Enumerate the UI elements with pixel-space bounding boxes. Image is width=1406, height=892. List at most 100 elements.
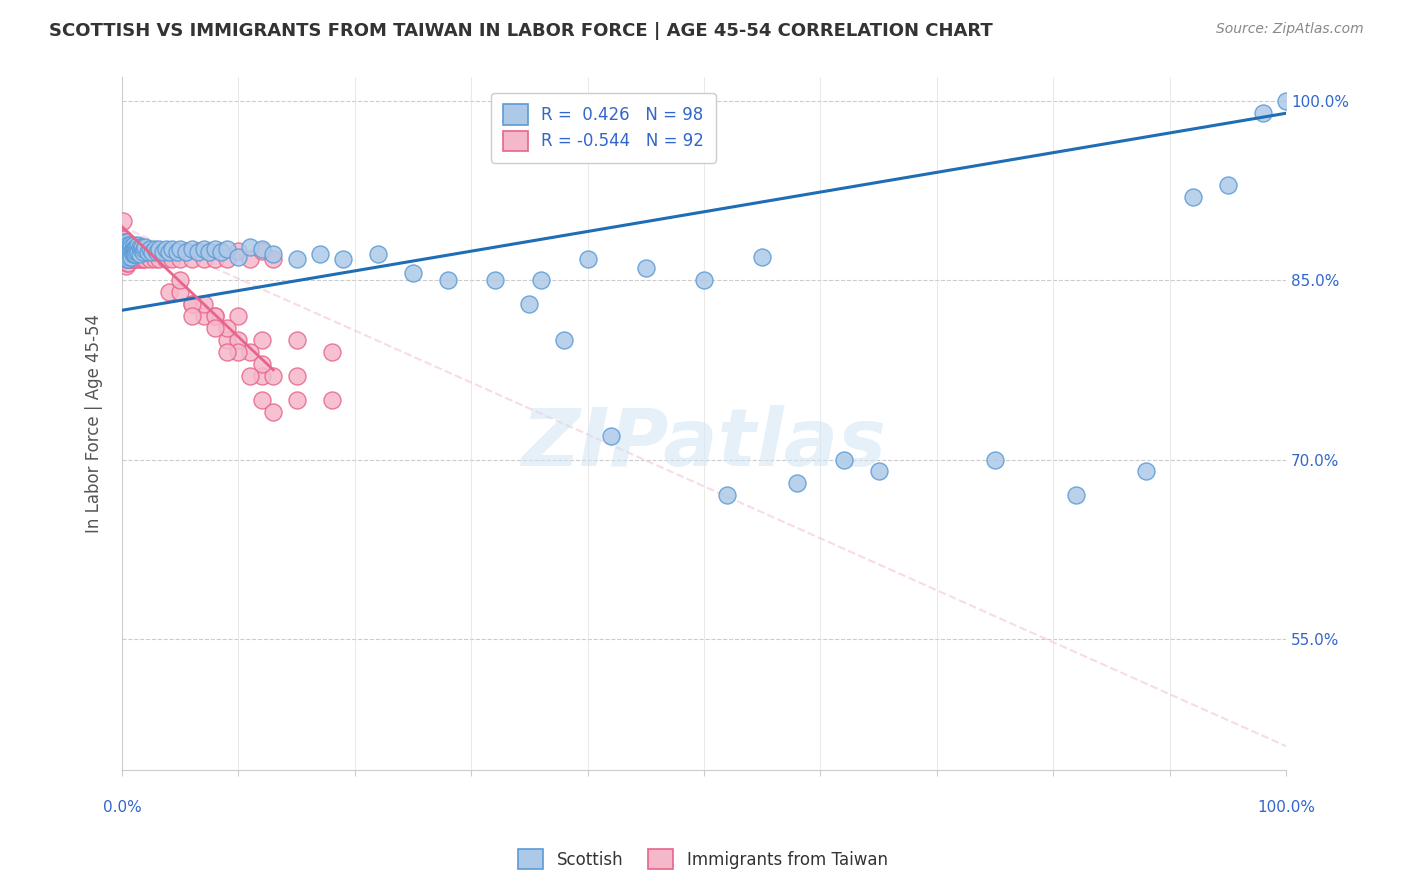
Point bbox=[180, 252, 202, 266]
Point bbox=[262, 368, 284, 383]
Point bbox=[121, 244, 143, 258]
Point bbox=[127, 237, 149, 252]
Point bbox=[215, 243, 238, 257]
Point bbox=[250, 368, 273, 383]
Point bbox=[209, 244, 232, 258]
Point bbox=[115, 240, 138, 254]
Point bbox=[129, 252, 152, 266]
Point bbox=[204, 243, 226, 257]
Point bbox=[228, 333, 250, 347]
Point bbox=[117, 237, 139, 252]
Point bbox=[114, 252, 136, 266]
Point bbox=[228, 310, 250, 324]
Point bbox=[157, 244, 180, 258]
Point bbox=[139, 243, 162, 257]
Point bbox=[112, 244, 135, 258]
Point bbox=[124, 244, 146, 258]
Point bbox=[402, 266, 425, 280]
Point bbox=[136, 244, 159, 258]
Text: 100.0%: 100.0% bbox=[1257, 800, 1315, 814]
Point bbox=[239, 345, 262, 359]
Point bbox=[262, 247, 284, 261]
Y-axis label: In Labor Force | Age 45-54: In Labor Force | Age 45-54 bbox=[86, 314, 103, 533]
Point bbox=[114, 235, 136, 250]
Point bbox=[117, 240, 139, 254]
Point bbox=[141, 244, 163, 259]
Point bbox=[1135, 465, 1157, 479]
Point bbox=[134, 252, 156, 266]
Point bbox=[174, 244, 197, 259]
Point bbox=[228, 244, 250, 258]
Point bbox=[115, 252, 138, 266]
Point bbox=[160, 243, 183, 257]
Point bbox=[132, 244, 155, 259]
Point bbox=[285, 252, 308, 266]
Point bbox=[169, 273, 191, 287]
Point bbox=[125, 240, 148, 254]
Point bbox=[128, 247, 150, 261]
Point bbox=[169, 243, 191, 257]
Point bbox=[120, 252, 142, 266]
Point bbox=[204, 321, 226, 335]
Point bbox=[166, 244, 188, 258]
Point bbox=[117, 252, 139, 266]
Point bbox=[120, 252, 142, 266]
Point bbox=[120, 240, 142, 254]
Point bbox=[180, 310, 202, 324]
Point bbox=[114, 244, 136, 258]
Point bbox=[832, 452, 855, 467]
Point bbox=[124, 247, 146, 261]
Point bbox=[180, 297, 202, 311]
Point bbox=[112, 232, 135, 246]
Point bbox=[332, 252, 354, 266]
Point bbox=[120, 237, 142, 252]
Legend: Scottish, Immigrants from Taiwan: Scottish, Immigrants from Taiwan bbox=[509, 838, 897, 880]
Point bbox=[122, 252, 145, 266]
Point bbox=[367, 247, 389, 261]
Point bbox=[193, 310, 215, 324]
Point bbox=[120, 244, 142, 258]
Point bbox=[180, 243, 202, 257]
Point bbox=[112, 235, 135, 250]
Point bbox=[143, 252, 166, 266]
Point bbox=[112, 244, 135, 258]
Point bbox=[1216, 178, 1239, 192]
Point bbox=[204, 310, 226, 324]
Point bbox=[117, 255, 139, 269]
Point bbox=[228, 250, 250, 264]
Point bbox=[321, 345, 343, 359]
Point bbox=[120, 243, 142, 257]
Point bbox=[250, 333, 273, 347]
Point bbox=[120, 244, 142, 259]
Point bbox=[321, 392, 343, 407]
Point bbox=[250, 244, 273, 258]
Point bbox=[115, 247, 138, 261]
Point bbox=[155, 243, 177, 257]
Point bbox=[134, 243, 156, 257]
Point bbox=[115, 247, 138, 261]
Legend: R =  0.426   N = 98, R = -0.544   N = 92: R = 0.426 N = 98, R = -0.544 N = 92 bbox=[491, 93, 716, 162]
Point bbox=[122, 244, 145, 258]
Point bbox=[193, 252, 215, 266]
Point bbox=[134, 240, 156, 254]
Point bbox=[187, 244, 209, 259]
Point bbox=[250, 392, 273, 407]
Point bbox=[146, 244, 169, 258]
Point bbox=[187, 244, 209, 258]
Point bbox=[530, 273, 553, 287]
Point bbox=[553, 333, 575, 347]
Point bbox=[285, 392, 308, 407]
Point bbox=[112, 247, 135, 261]
Point bbox=[193, 243, 215, 257]
Point bbox=[112, 240, 135, 254]
Point bbox=[118, 240, 141, 254]
Point bbox=[215, 252, 238, 266]
Point bbox=[114, 247, 136, 261]
Point bbox=[121, 243, 143, 257]
Text: 0.0%: 0.0% bbox=[103, 800, 142, 814]
Point bbox=[169, 252, 191, 266]
Point bbox=[1181, 190, 1204, 204]
Point bbox=[239, 240, 262, 254]
Point bbox=[112, 250, 135, 264]
Point bbox=[128, 244, 150, 258]
